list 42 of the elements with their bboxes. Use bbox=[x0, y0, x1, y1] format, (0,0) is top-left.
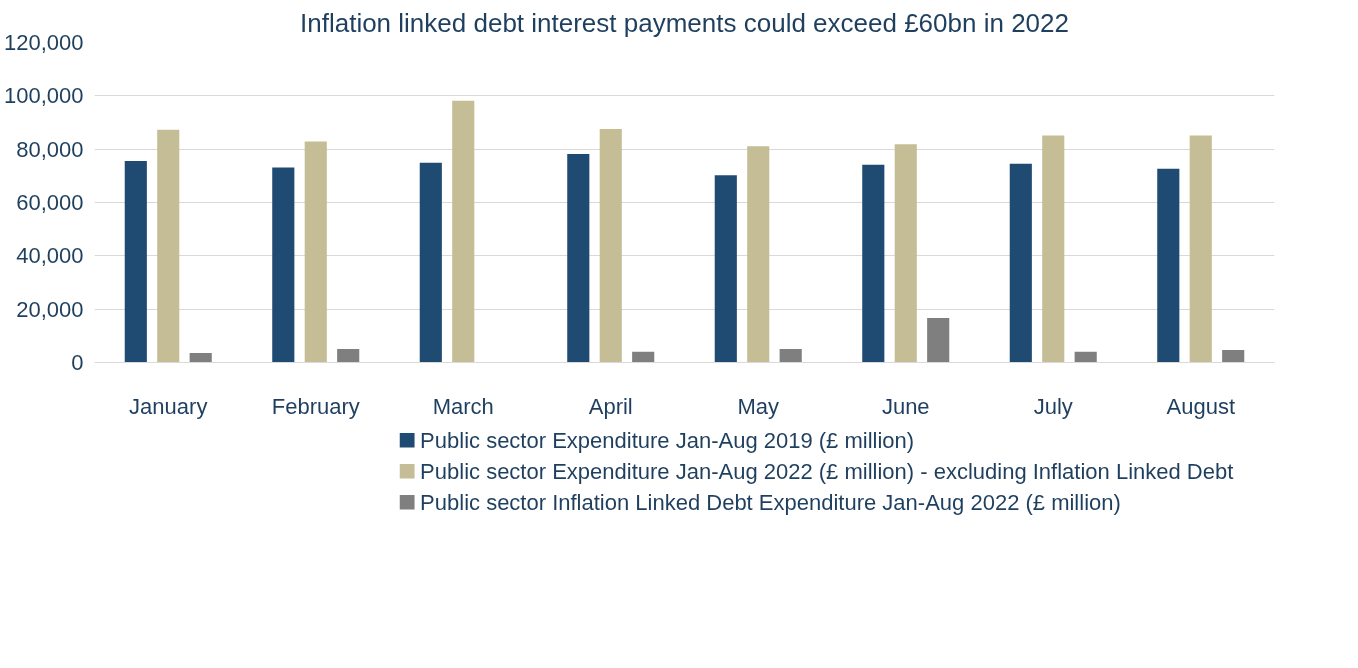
bar bbox=[1157, 168, 1180, 363]
x-tick-label: April bbox=[588, 393, 633, 419]
x-tick-label: June bbox=[881, 393, 930, 419]
y-tick-label: 20,000 bbox=[16, 296, 84, 322]
y-tick-label: 80,000 bbox=[16, 136, 84, 162]
bar bbox=[124, 160, 147, 363]
bar bbox=[337, 348, 360, 363]
x-tick-label: May bbox=[737, 393, 780, 419]
bar bbox=[272, 167, 295, 363]
y-tick-label: 120,000 bbox=[3, 30, 84, 55]
y-tick-label: 60,000 bbox=[16, 190, 84, 215]
bar bbox=[894, 144, 917, 363]
bar bbox=[567, 153, 590, 363]
bar bbox=[779, 348, 802, 363]
y-tick-label: 0 bbox=[71, 350, 84, 375]
bar bbox=[862, 164, 885, 363]
bar bbox=[1222, 349, 1245, 363]
x-tick-label: August bbox=[1166, 393, 1235, 419]
bar bbox=[1074, 351, 1097, 363]
bar bbox=[1009, 163, 1032, 363]
bar bbox=[419, 162, 442, 363]
y-tick-label: 100,000 bbox=[3, 83, 84, 109]
bar bbox=[157, 129, 180, 363]
x-tick-label: March bbox=[432, 393, 494, 419]
bar bbox=[747, 146, 770, 363]
legend-label: Public sector Inflation Linked Debt Expenditure Jan-Aug 2022 (£ million) bbox=[420, 489, 1121, 515]
chart-title: Inflation linked debt interest payments could exceed £60bn in 2022 bbox=[300, 7, 1069, 38]
bar bbox=[599, 128, 622, 363]
y-tick-label: 40,000 bbox=[16, 243, 84, 269]
bar bbox=[1042, 135, 1065, 363]
bar bbox=[632, 351, 655, 363]
bar bbox=[714, 175, 737, 363]
legend-label: Public sector Expenditure Jan-Aug 2022 (£ million) - excluding Inflation Linked Debt bbox=[420, 458, 1234, 484]
legend-label: Public sector Expenditure Jan-Aug 2019 (£ million) bbox=[420, 427, 915, 453]
bar bbox=[452, 100, 475, 363]
bar bbox=[927, 317, 950, 363]
x-tick-label: February bbox=[271, 393, 360, 419]
bar bbox=[304, 141, 327, 363]
bar bbox=[189, 352, 212, 363]
bar bbox=[1189, 135, 1212, 363]
x-tick-label: January bbox=[129, 393, 208, 419]
x-tick-label: July bbox=[1033, 393, 1073, 419]
